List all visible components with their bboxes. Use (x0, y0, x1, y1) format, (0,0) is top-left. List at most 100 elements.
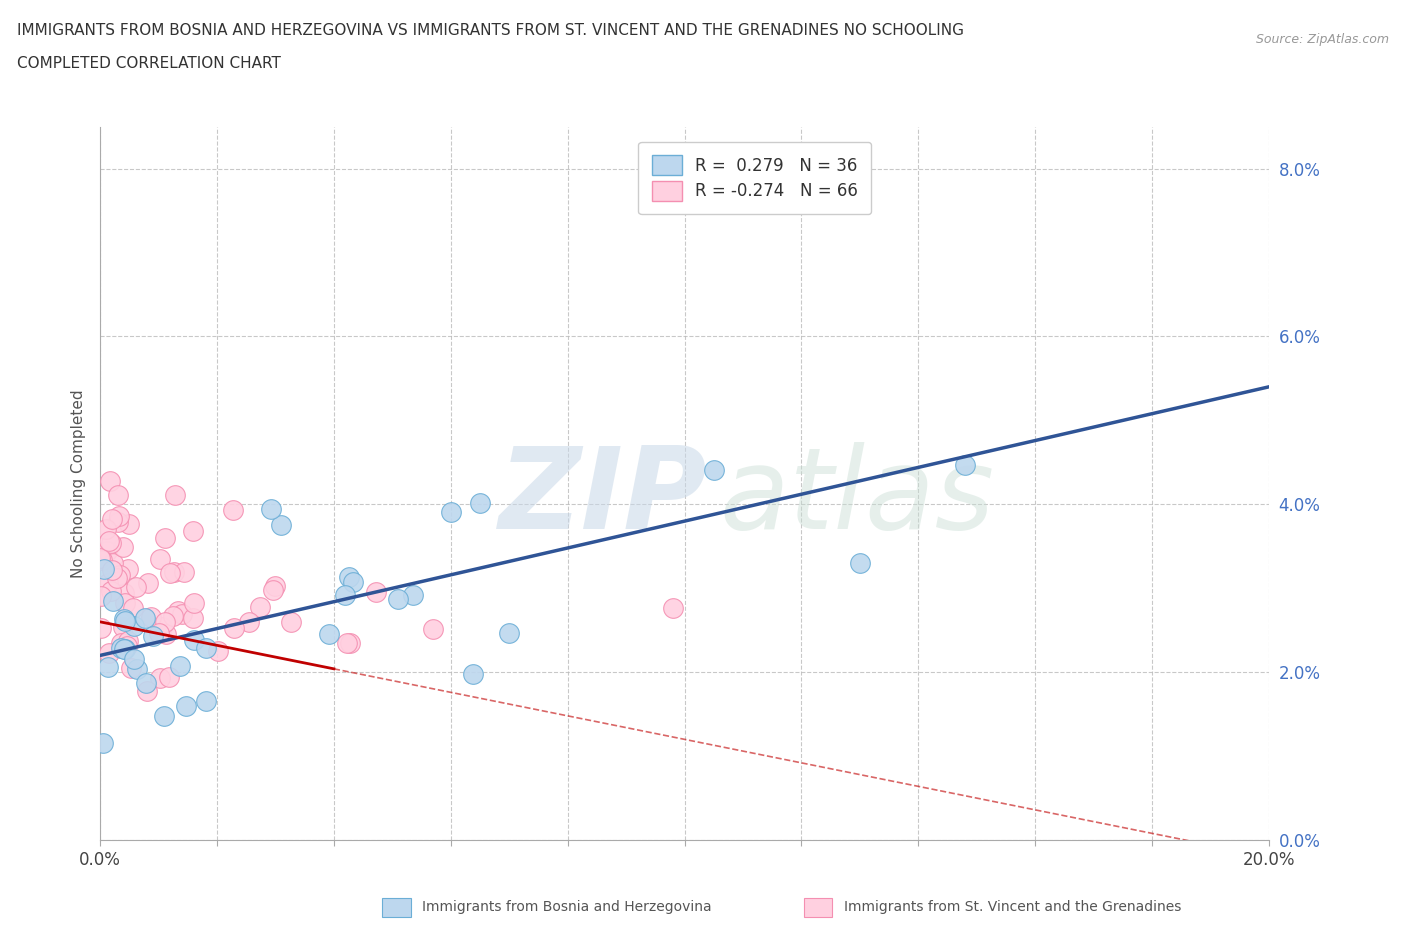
Point (96, 522, 118, 537)
Point (149, 551, 172, 566)
Point (139, 609, 162, 624)
Point (238, 615, 260, 630)
Point (93, 562, 115, 577)
Point (336, 635, 359, 650)
Point (125, 662, 148, 677)
Point (90, 589, 112, 604)
Point (440, 504, 463, 519)
Legend: R =  0.279   N = 36, R = -0.274   N = 66: R = 0.279 N = 36, R = -0.274 N = 66 (638, 142, 872, 214)
Point (207, 644, 229, 658)
Point (364, 584, 387, 599)
Point (103, 555, 125, 570)
Point (195, 694, 218, 709)
Point (112, 586, 135, 601)
Point (97, 576, 120, 591)
Point (221, 503, 243, 518)
Point (337, 570, 360, 585)
Point (114, 614, 136, 629)
Point (149, 671, 172, 685)
Point (125, 580, 148, 595)
Point (222, 620, 245, 635)
Point (181, 524, 204, 538)
Point (135, 684, 157, 698)
Text: IMMIGRANTS FROM BOSNIA AND HERZEGOVINA VS IMMIGRANTS FROM ST. VINCENT AND THE GR: IMMIGRANTS FROM BOSNIA AND HERZEGOVINA V… (17, 23, 965, 38)
Point (101, 512, 124, 526)
Point (90, 552, 112, 567)
Point (111, 619, 134, 634)
Point (107, 487, 129, 502)
Point (194, 640, 217, 655)
Point (260, 501, 283, 516)
Point (157, 670, 180, 684)
Point (173, 565, 195, 579)
Point (136, 576, 159, 591)
Point (167, 604, 190, 618)
Point (115, 639, 138, 654)
Point (333, 587, 356, 602)
Point (100, 583, 122, 598)
Point (98, 534, 121, 549)
Text: COMPLETED CORRELATION CHART: COMPLETED CORRELATION CHART (17, 56, 281, 71)
Point (110, 636, 132, 651)
Point (953, 458, 976, 472)
Point (339, 635, 361, 650)
Point (155, 615, 177, 630)
Text: atlas: atlas (720, 442, 994, 553)
Point (112, 612, 135, 627)
Point (155, 627, 177, 642)
Point (108, 509, 131, 524)
Point (498, 625, 520, 640)
Point (461, 667, 484, 682)
Point (270, 518, 292, 533)
Point (662, 600, 685, 615)
Text: Immigrants from St. Vincent and the Grenadines: Immigrants from St. Vincent and the Gren… (844, 899, 1181, 914)
Point (142, 628, 165, 643)
Point (101, 593, 124, 608)
Point (110, 641, 132, 656)
Point (183, 632, 205, 647)
Point (181, 610, 204, 625)
Point (150, 619, 173, 634)
Point (100, 536, 122, 551)
Point (122, 652, 145, 667)
Point (849, 555, 872, 570)
Point (114, 596, 136, 611)
Point (97, 659, 120, 674)
Point (122, 618, 145, 633)
Point (318, 626, 340, 641)
Point (97, 645, 120, 660)
Point (114, 642, 136, 657)
Point (89, 551, 111, 565)
Point (134, 611, 156, 626)
Point (111, 540, 134, 555)
Point (105, 571, 128, 586)
Point (121, 601, 143, 616)
Point (117, 562, 139, 577)
Point (170, 606, 193, 621)
Point (101, 562, 124, 577)
Point (174, 698, 197, 713)
Point (165, 488, 187, 503)
Text: Source: ZipAtlas.com: Source: ZipAtlas.com (1256, 33, 1389, 46)
Point (342, 575, 364, 590)
Text: Immigrants from Bosnia and Herzegovina: Immigrants from Bosnia and Herzegovina (422, 899, 711, 914)
Point (262, 582, 284, 597)
Point (249, 599, 271, 614)
Point (280, 615, 302, 630)
Point (153, 531, 176, 546)
Point (183, 596, 205, 611)
Point (98, 473, 121, 488)
Point (108, 567, 131, 582)
Point (135, 676, 157, 691)
Y-axis label: No Schooling Completed: No Schooling Completed (72, 389, 86, 578)
Point (159, 566, 181, 581)
Point (387, 591, 409, 606)
Point (112, 642, 135, 657)
Point (117, 633, 139, 648)
Point (264, 578, 287, 593)
Text: ZIP: ZIP (499, 442, 709, 553)
Point (148, 626, 170, 641)
Point (162, 565, 184, 579)
Point (703, 462, 725, 477)
Point (162, 608, 184, 623)
